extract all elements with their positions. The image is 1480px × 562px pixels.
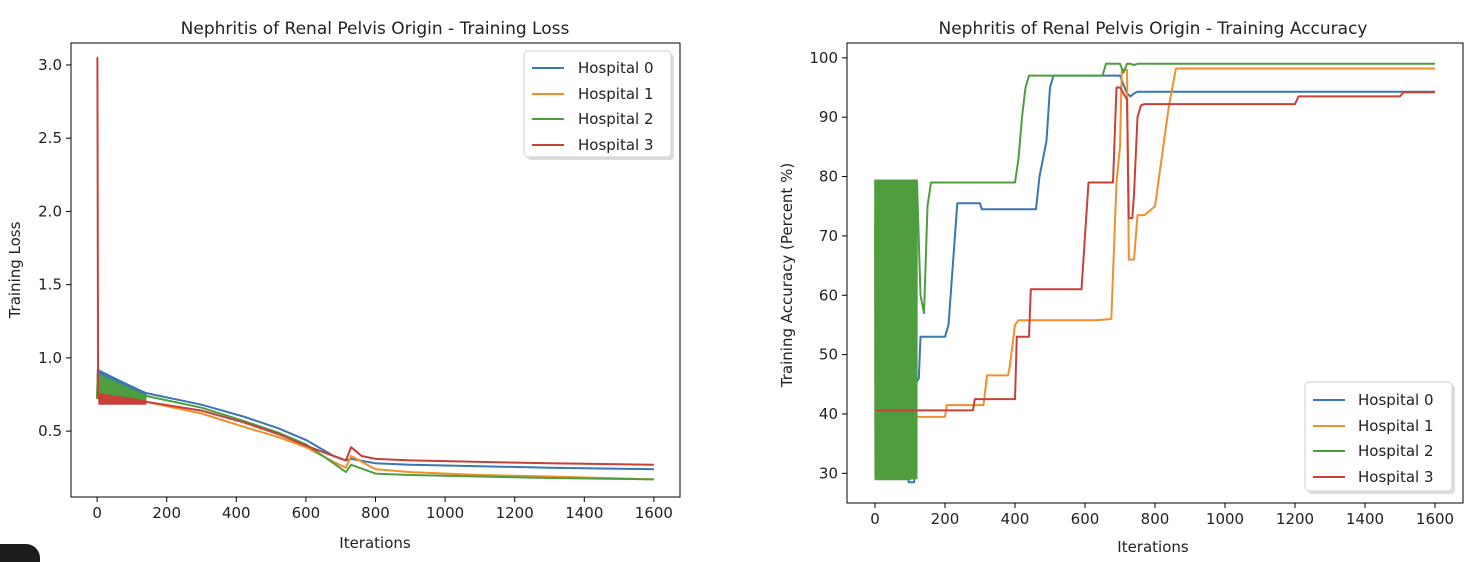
accuracy-x-tick-label: 400 [1001, 510, 1030, 528]
loss-y-tick-label: 1.0 [38, 349, 62, 367]
accuracy-x-tick-label: 800 [1141, 510, 1170, 528]
accuracy-x-tick-label: 1400 [1346, 510, 1384, 528]
legend-label: Hospital 1 [578, 85, 654, 103]
loss-y-tick-label: 0.5 [38, 422, 62, 440]
loss-legend: Hospital 0 Hospital 1 Hospital 2 Hospita… [523, 50, 674, 160]
loss-x-axis-ticks: 0 200 400 600 800 1000 1200 1400 1600 [92, 497, 673, 522]
loss-legend-item-hospital-1: Hospital 1 [532, 85, 654, 103]
loss-x-tick-label: 200 [152, 504, 181, 522]
loss-x-tick-label: 0 [92, 504, 102, 522]
legend-label: Hospital 2 [1358, 442, 1434, 460]
accuracy-legend-item-hospital-0: Hospital 0 [1313, 391, 1434, 409]
legend-label: Hospital 3 [578, 136, 654, 154]
loss-x-tick-label: 1000 [426, 504, 464, 522]
loss-y-tick-label: 3.0 [38, 56, 62, 74]
accuracy-x-tick-label: 200 [931, 510, 960, 528]
legend-label: Hospital 3 [1358, 468, 1434, 486]
loss-series-hospital-2-line [96, 373, 654, 481]
loss-y-tick-label: 2.0 [38, 202, 62, 220]
loss-y-tick-label: 1.5 [38, 276, 62, 294]
accuracy-x-tick-label: 1600 [1416, 510, 1454, 528]
loss-series-hospital-3-line [96, 56, 654, 466]
accuracy-y-tick-label: 60 [819, 286, 838, 304]
loss-x-tick-label: 800 [361, 504, 390, 522]
accuracy-x-axis-ticks: 0 200 400 600 800 1000 1200 1400 1600 [870, 503, 1454, 528]
accuracy-y-axis-ticks: 30 40 50 60 70 80 90 100 [809, 49, 847, 482]
accuracy-legend: Hospital 0 Hospital 1 Hospital 2 Hospita… [1304, 381, 1455, 494]
loss-y-axis-ticks: 0.5 1.0 1.5 2.0 2.5 3.0 [38, 56, 71, 440]
accuracy-series-hospital-2-oscillation [874, 179, 918, 480]
accuracy-series-hospital-2-line [875, 62, 1435, 481]
accuracy-legend-item-hospital-3: Hospital 3 [1313, 468, 1434, 486]
accuracy-y-axis-label: Training Accuracy (Percent %) [778, 163, 796, 388]
accuracy-x-tick-label: 1200 [1276, 510, 1314, 528]
legend-label: Hospital 0 [1358, 391, 1434, 409]
legend-label: Hospital 1 [1358, 417, 1434, 435]
accuracy-x-tick-label: 0 [870, 510, 880, 528]
accuracy-y-tick-label: 100 [809, 49, 838, 67]
loss-legend-item-hospital-2: Hospital 2 [532, 110, 654, 128]
loss-x-tick-label: 400 [222, 504, 251, 522]
accuracy-x-tick-label: 600 [1071, 510, 1100, 528]
accuracy-y-tick-label: 90 [819, 108, 838, 126]
accuracy-x-tick-label: 1000 [1206, 510, 1244, 528]
loss-y-axis-label: Training Loss [6, 221, 24, 319]
window-corner [0, 544, 40, 562]
accuracy-y-tick-label: 30 [819, 464, 838, 482]
accuracy-series-hospital-1-line [874, 67, 1435, 418]
accuracy-y-tick-label: 80 [819, 168, 838, 186]
training-loss-chart: Nephritis of Renal Pelvis Origin - Train… [6, 19, 681, 552]
accuracy-legend-item-hospital-2: Hospital 2 [1313, 442, 1434, 460]
legend-label: Hospital 0 [578, 59, 654, 77]
legend-label: Hospital 2 [578, 110, 654, 128]
loss-y-tick-label: 2.5 [38, 129, 62, 147]
accuracy-series-hospital-3-line [875, 86, 1435, 412]
loss-x-tick-label: 600 [292, 504, 321, 522]
loss-legend-item-hospital-0: Hospital 0 [532, 59, 654, 77]
loss-series-hospital-0-line [96, 368, 654, 471]
accuracy-y-tick-label: 40 [819, 405, 838, 423]
loss-x-tick-label: 1600 [635, 504, 673, 522]
accuracy-plot-area [874, 62, 1435, 484]
accuracy-y-tick-label: 70 [819, 227, 838, 245]
loss-x-axis-label: Iterations [339, 534, 411, 552]
accuracy-chart-title: Nephritis of Renal Pelvis Origin - Train… [938, 19, 1367, 39]
training-accuracy-chart: Nephritis of Renal Pelvis Origin - Train… [778, 19, 1464, 556]
loss-legend-item-hospital-3: Hospital 3 [532, 136, 654, 154]
accuracy-legend-item-hospital-1: Hospital 1 [1313, 417, 1434, 435]
loss-x-tick-label: 1200 [496, 504, 534, 522]
loss-x-tick-label: 1400 [565, 504, 603, 522]
accuracy-x-axis-label: Iterations [1117, 538, 1189, 556]
loss-chart-title: Nephritis of Renal Pelvis Origin - Train… [181, 19, 570, 39]
accuracy-y-tick-label: 50 [819, 346, 838, 364]
loss-plot-area [96, 56, 654, 481]
